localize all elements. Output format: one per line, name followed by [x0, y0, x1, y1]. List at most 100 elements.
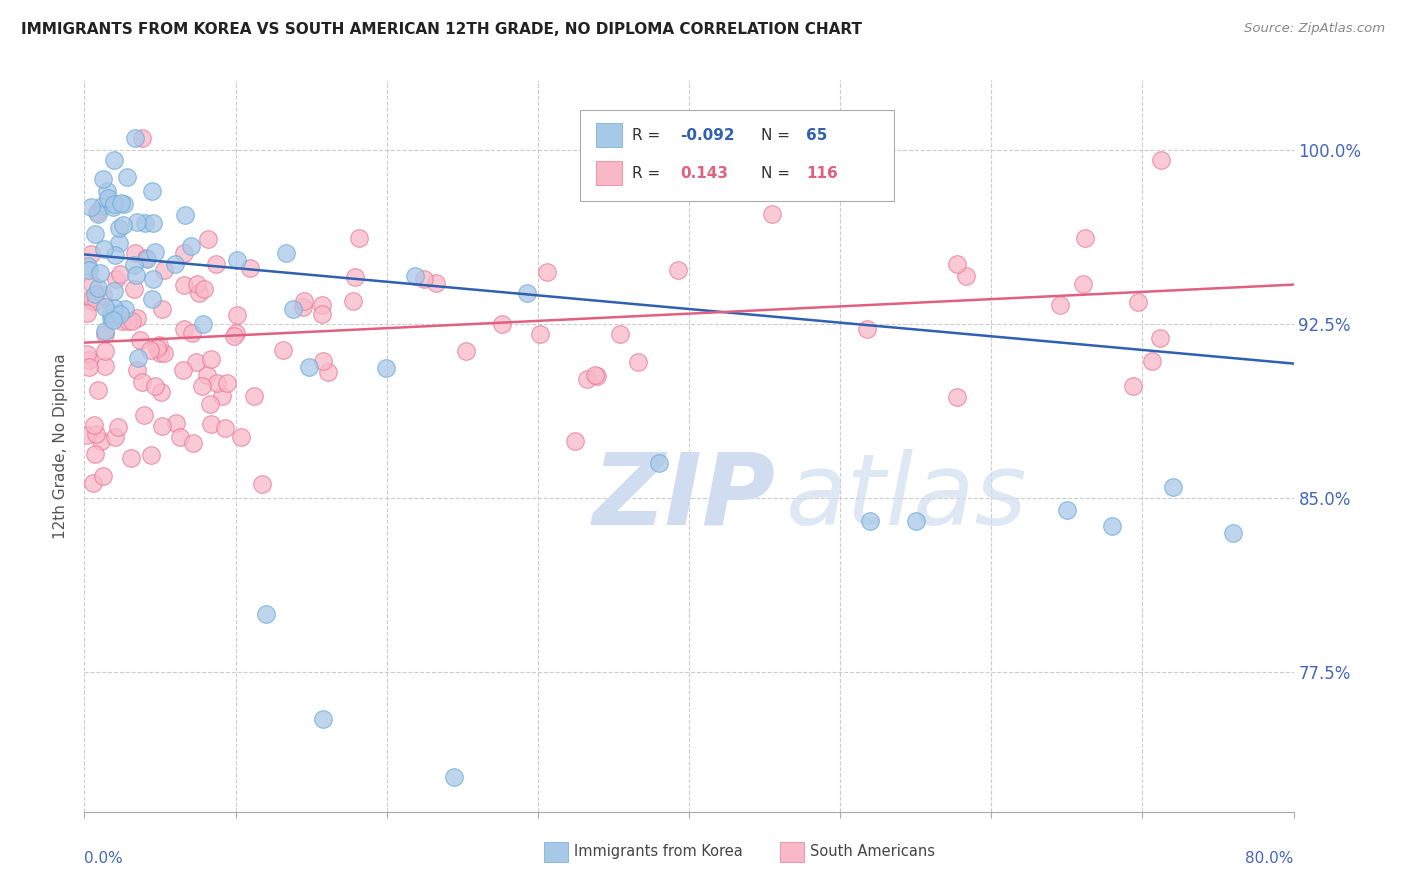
Point [955, 269, 977, 284]
Point [94, 359, 117, 374]
Point [94, 326, 117, 341]
Point [1073, 277, 1095, 291]
Point [80, 292, 103, 306]
Point [173, 246, 195, 260]
Point [291, 300, 314, 314]
Point [124, 131, 146, 145]
Point [1101, 519, 1123, 533]
Point [104, 248, 127, 262]
Point [115, 169, 138, 184]
Point [135, 251, 157, 265]
Point [136, 252, 159, 266]
Point [146, 341, 169, 355]
Point [110, 307, 132, 321]
Point [215, 376, 238, 391]
Point [516, 285, 538, 300]
Point [100, 305, 122, 319]
Point [112, 218, 135, 232]
Bar [596, 123, 623, 147]
Point [87, 280, 110, 294]
Point [283, 302, 305, 317]
Point [207, 376, 229, 390]
Point [108, 268, 131, 282]
Text: Source: ZipAtlas.com: Source: ZipAtlas.com [1244, 22, 1385, 36]
Point [197, 232, 219, 246]
Point [191, 379, 214, 393]
Point [143, 379, 166, 393]
Point [79, 247, 101, 261]
Point [252, 477, 274, 491]
Point [859, 515, 882, 529]
Point [1161, 480, 1184, 494]
Point [152, 345, 174, 359]
Text: Immigrants from Korea: Immigrants from Korea [574, 845, 742, 860]
Point [125, 268, 148, 282]
Point [200, 351, 222, 366]
Point [131, 131, 153, 145]
Point [1140, 354, 1163, 368]
Point [86, 205, 108, 219]
Bar [780, 842, 804, 863]
Point [150, 419, 173, 434]
Point [491, 317, 513, 331]
Point [311, 307, 333, 321]
Point [173, 208, 195, 222]
Point [141, 293, 163, 307]
Point [110, 196, 132, 211]
Point [576, 372, 599, 386]
Point [77, 352, 100, 367]
Point [173, 322, 195, 336]
Point [149, 345, 172, 359]
Point [668, 262, 690, 277]
Point [149, 385, 172, 400]
Point [191, 317, 214, 331]
Text: 0.0%: 0.0% [84, 851, 124, 865]
Point [169, 430, 191, 444]
Point [80, 200, 103, 214]
Point [226, 252, 249, 267]
Point [1056, 503, 1078, 517]
Text: R =: R = [633, 166, 665, 181]
Point [404, 268, 426, 283]
Text: 65: 65 [806, 128, 828, 143]
Point [211, 389, 233, 403]
Point [82, 293, 104, 308]
Text: N =: N = [762, 166, 796, 181]
Point [120, 451, 142, 466]
Point [342, 293, 364, 308]
Point [1074, 230, 1097, 244]
Point [586, 368, 609, 383]
Point [103, 196, 125, 211]
Point [108, 235, 131, 250]
Point [142, 216, 165, 230]
Point [107, 420, 129, 434]
Point [311, 712, 333, 726]
Text: 80.0%: 80.0% [1246, 851, 1294, 865]
Point [132, 408, 155, 422]
Point [904, 515, 927, 529]
Point [111, 314, 134, 328]
Point [76, 428, 98, 442]
Point [583, 368, 606, 383]
Point [76, 259, 98, 273]
Point [200, 397, 222, 411]
Text: IMMIGRANTS FROM KOREA VS SOUTH AMERICAN 12TH GRADE, NO DIPLOMA CORRELATION CHART: IMMIGRANTS FROM KOREA VS SOUTH AMERICAN … [21, 22, 862, 37]
Text: 116: 116 [806, 166, 838, 181]
Point [945, 257, 967, 271]
Point [204, 257, 226, 271]
Point [254, 607, 277, 622]
Point [89, 267, 111, 281]
Point [214, 421, 236, 435]
Point [226, 308, 249, 322]
Point [180, 239, 202, 253]
Point [134, 216, 156, 230]
Point [1222, 526, 1244, 541]
Point [412, 272, 434, 286]
Point [186, 355, 208, 369]
Point [101, 313, 124, 327]
Point [114, 197, 136, 211]
Point [172, 363, 194, 377]
Point [648, 457, 671, 471]
Point [141, 272, 163, 286]
Point [173, 278, 195, 293]
